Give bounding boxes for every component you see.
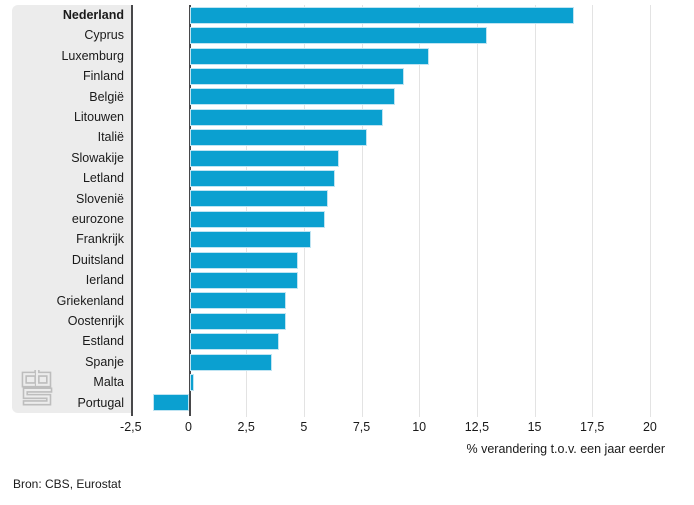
category-label: Spanje bbox=[85, 354, 124, 369]
bar-duitsland bbox=[190, 252, 297, 268]
x-tick-label: 0 bbox=[185, 420, 192, 434]
zero-line bbox=[188, 5, 191, 416]
x-axis-title: % verandering t.o.v. een jaar eerder bbox=[466, 442, 666, 456]
plot-area bbox=[131, 5, 665, 417]
category-label: Cyprus bbox=[84, 28, 124, 43]
gridline bbox=[476, 5, 478, 417]
category-label: Litouwen bbox=[73, 109, 124, 124]
gridline bbox=[649, 5, 651, 417]
bar-italië bbox=[190, 130, 366, 146]
category-label: Portugal bbox=[77, 395, 124, 410]
bar-estland bbox=[190, 334, 279, 350]
y-axis-line bbox=[131, 5, 133, 416]
bar-eurozone bbox=[190, 211, 325, 227]
gridline bbox=[534, 5, 536, 417]
x-tick-label: 5 bbox=[300, 420, 308, 434]
bar-portugal bbox=[153, 395, 189, 411]
cbs-logo-icon bbox=[21, 370, 53, 406]
bar-luxemburg bbox=[190, 48, 429, 64]
x-tick-label: 20 bbox=[642, 420, 657, 434]
category-label: Nederland bbox=[62, 7, 124, 22]
category-label: België bbox=[89, 89, 124, 104]
x-tick-label: 7,5 bbox=[352, 420, 371, 434]
category-label: Frankrijk bbox=[76, 232, 124, 247]
category-label: Malta bbox=[93, 375, 124, 390]
bar-cyprus bbox=[190, 28, 486, 44]
category-label-panel: Nederland Cyprus Luxemburg Finland België Lit… bbox=[12, 5, 131, 413]
category-label: Slovenië bbox=[76, 191, 124, 206]
x-tick-label: -2,5 bbox=[120, 420, 142, 434]
x-tick-label: 17,5 bbox=[580, 420, 605, 434]
x-axis-ticks: -2,5 0 2,5 5 7,5 10 12,5 15 17,5 20 bbox=[0, 420, 694, 436]
bar-nederland bbox=[190, 7, 574, 23]
bar-slovenië bbox=[190, 191, 327, 207]
bar-oostenrijk bbox=[190, 313, 286, 329]
bar-belgië bbox=[190, 89, 394, 105]
x-tick-label: 12,5 bbox=[464, 420, 490, 434]
bar-frankrijk bbox=[190, 232, 311, 248]
category-label: Finland bbox=[83, 69, 124, 84]
bar-slowakije bbox=[190, 150, 339, 166]
gridline bbox=[246, 5, 248, 417]
category-label: eurozone bbox=[71, 211, 124, 226]
category-label: Ierland bbox=[85, 273, 124, 288]
cbs-logo-outline bbox=[21, 370, 53, 406]
gridline bbox=[303, 5, 305, 417]
category-label: Oostenrijk bbox=[67, 313, 124, 328]
category-label: Duitsland bbox=[71, 252, 124, 267]
gridline bbox=[419, 5, 421, 417]
bar-ierland bbox=[190, 272, 297, 288]
category-label: Luxemburg bbox=[61, 48, 124, 63]
bar-litouwen bbox=[190, 109, 382, 125]
bar-malta bbox=[190, 374, 193, 390]
bar-griekenland bbox=[190, 293, 286, 309]
x-tick-label: 10 bbox=[412, 420, 427, 434]
category-label: Griekenland bbox=[56, 293, 124, 308]
category-label: Slowakije bbox=[71, 150, 124, 165]
bar-spanje bbox=[190, 354, 272, 370]
gridline bbox=[361, 5, 363, 417]
bar-letland bbox=[190, 170, 334, 186]
category-label: Letland bbox=[82, 171, 124, 186]
x-tick-label: 2,5 bbox=[237, 420, 255, 434]
gridline bbox=[592, 5, 594, 417]
source-note: Bron: CBS, Eurostat bbox=[13, 477, 122, 491]
x-tick-label: 15 bbox=[527, 420, 542, 434]
category-label: Italië bbox=[97, 130, 124, 145]
bar-finland bbox=[190, 68, 403, 84]
category-label: Estland bbox=[82, 334, 124, 349]
